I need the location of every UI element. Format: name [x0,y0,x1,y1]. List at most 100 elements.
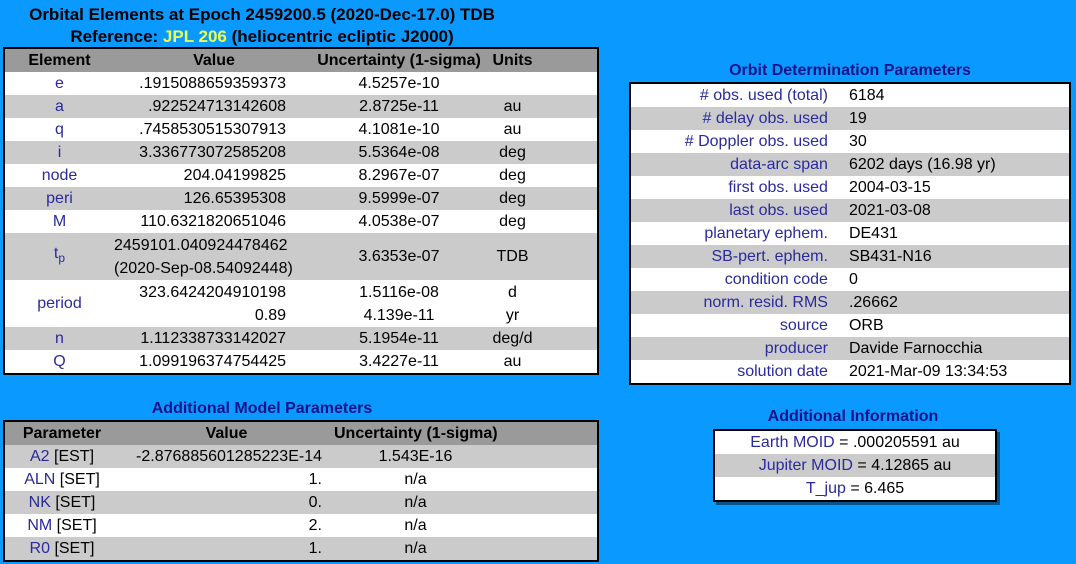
model-parameters-header-row: Parameter Value Uncertainty (1-sigma) [4,421,598,445]
parameter-value: 2004-03-15 [839,176,1070,199]
additional-information-box: Earth MOID = .000205591 au Jupiter MOID … [713,429,997,502]
element-value-line1: 323.6424204910198 [139,283,286,301]
table-row: first obs. used 2004-03-15 [630,176,1070,199]
element-units: deg [484,187,598,210]
table-row: solution date 2021-Mar-09 13:34:53 [630,360,1070,384]
table-row: e .1915088659359373 4.5257e-10 [4,72,598,95]
reference-line: Reference: JPL 206 (heliocentric eclipti… [2,26,522,47]
moid-value: = .000205591 au [839,434,960,451]
parameter-label: first obs. used [728,179,828,196]
reference-frame: (heliocentric ecliptic J2000) [231,27,454,46]
element-symbol: peri [46,190,73,207]
column-header-element: Element [4,48,114,72]
parameter-tag: [SET] [59,471,100,488]
parameter-uncertainty: n/a [334,468,598,491]
parameter-value: 1. [119,537,334,561]
table-row: # obs. used (total) 6184 [630,83,1070,107]
table-row: peri 126.65395308 9.5999e-07 deg [4,187,598,210]
table-row: last obs. used 2021-03-08 [630,199,1070,222]
orbit-determination-title: Orbit Determination Parameters [729,62,971,79]
element-uncertainty: 5.5364e-08 [314,141,484,164]
parameter-value: 0 [839,268,1070,291]
parameter-label: # obs. used (total) [699,87,828,104]
parameter-name: NK [28,494,51,511]
parameter-value: 0. [119,491,334,514]
element-uncertainty: 3.4227e-11 [314,350,484,374]
parameter-value: 2. [119,514,334,537]
element-symbol: period [37,295,82,312]
parameter-uncertainty: n/a [334,514,598,537]
element-units: au [484,118,598,141]
table-row: NK [SET] 0. n/a [4,491,598,514]
element-symbol: e [55,75,64,92]
table-row: period 323.6424204910198 0.89 1.5116e-08… [4,280,598,327]
column-header-value: Value [114,48,314,72]
column-header-parameter: Parameter [4,421,119,445]
element-value-line1: 2459101.040924478462 [114,236,288,254]
reference-label: Reference: [70,27,159,46]
parameter-value: SB431-N16 [839,245,1070,268]
parameter-label: last obs. used [729,202,828,219]
parameter-label: # delay obs. used [702,110,828,127]
additional-model-parameters-table: Parameter Value Uncertainty (1-sigma) A2… [3,420,599,562]
parameter-tag: [SET] [55,494,96,511]
element-uncertainty: 8.2967e-07 [314,164,484,187]
element-units: deg [484,141,598,164]
element-value: .1915088659359373 [114,72,314,95]
element-uncertainty: 3.6353e-07 [314,233,484,280]
element-symbol: i [57,144,62,161]
element-uncertainty: 4.1081e-10 [314,118,484,141]
table-row: condition code 0 [630,268,1070,291]
tisserand-label: T_jup [805,480,846,497]
table-row: producer Davide Farnocchia [630,337,1070,360]
element-value: 1.112338733142027 [114,327,314,350]
element-units: TDB [484,233,598,280]
parameter-uncertainty: 1.543E-16 [334,445,598,468]
table-row: Q 1.099196374754425 3.4227e-11 au [4,350,598,374]
element-uncertainty-line1: 1.5116e-08 [359,283,439,301]
table-row: norm. resid. RMS .26662 [630,291,1070,314]
table-row: NM [SET] 2. n/a [4,514,598,537]
table-row: a .922524713142608 2.8725e-11 au [4,95,598,118]
moid-row: Jupiter MOID = 4.12865 au [715,454,995,477]
parameter-label: condition code [724,271,828,288]
element-value: 3.336773072585208 [114,141,314,164]
parameter-label: norm. resid. RMS [703,294,828,311]
parameter-label: source [779,317,828,334]
column-header-value: Value [119,421,334,445]
parameter-label: # Doppler obs. used [684,133,828,150]
element-symbol: n [55,330,64,347]
parameter-label: data-arc span [730,156,828,173]
parameter-value: 1. [119,468,334,491]
parameter-name: NM [27,517,53,534]
parameter-name: A2 [29,448,50,465]
parameter-value: 6184 [839,83,1070,107]
parameter-value: ORB [839,314,1070,337]
parameter-tag: [EST] [54,448,95,465]
orbital-elements-header-row: Element Value Uncertainty (1-sigma) Unit… [4,48,598,72]
element-uncertainty: 5.1954e-11 [314,327,484,350]
table-row: q .7458530515307913 4.1081e-10 au [4,118,598,141]
column-header-units: Units [484,48,598,72]
element-symbol: q [55,121,64,138]
table-row: n 1.112338733142027 5.1954e-11 deg/d [4,327,598,350]
parameter-uncertainty: n/a [334,537,598,561]
parameter-label: planetary ephem. [704,225,828,242]
element-uncertainty-line2: 4.139e-11 [363,306,435,324]
parameter-value: -2.876885601285223E-14 [119,445,334,468]
orbital-elements-table: Element Value Uncertainty (1-sigma) Unit… [3,47,599,375]
table-row: R0 [SET] 1. n/a [4,537,598,561]
moid-value: = 4.12865 au [857,457,952,474]
page-title: Orbital Elements at Epoch 2459200.5 (202… [29,5,495,24]
element-value-line2: 0.89 [254,306,286,324]
column-header-uncertainty: Uncertainty (1-sigma) [314,48,484,72]
element-units [484,72,598,95]
tisserand-row: T_jup = 6.465 [715,477,995,500]
parameter-value: 30 [839,130,1070,153]
parameter-value: DE431 [839,222,1070,245]
additional-model-parameters-title: Additional Model Parameters [151,400,373,417]
element-units: deg [484,210,598,233]
moid-label: Earth MOID [750,434,835,451]
table-row: node 204.04199825 8.2967e-07 deg [4,164,598,187]
element-uncertainty: 4.0538e-07 [314,210,484,233]
